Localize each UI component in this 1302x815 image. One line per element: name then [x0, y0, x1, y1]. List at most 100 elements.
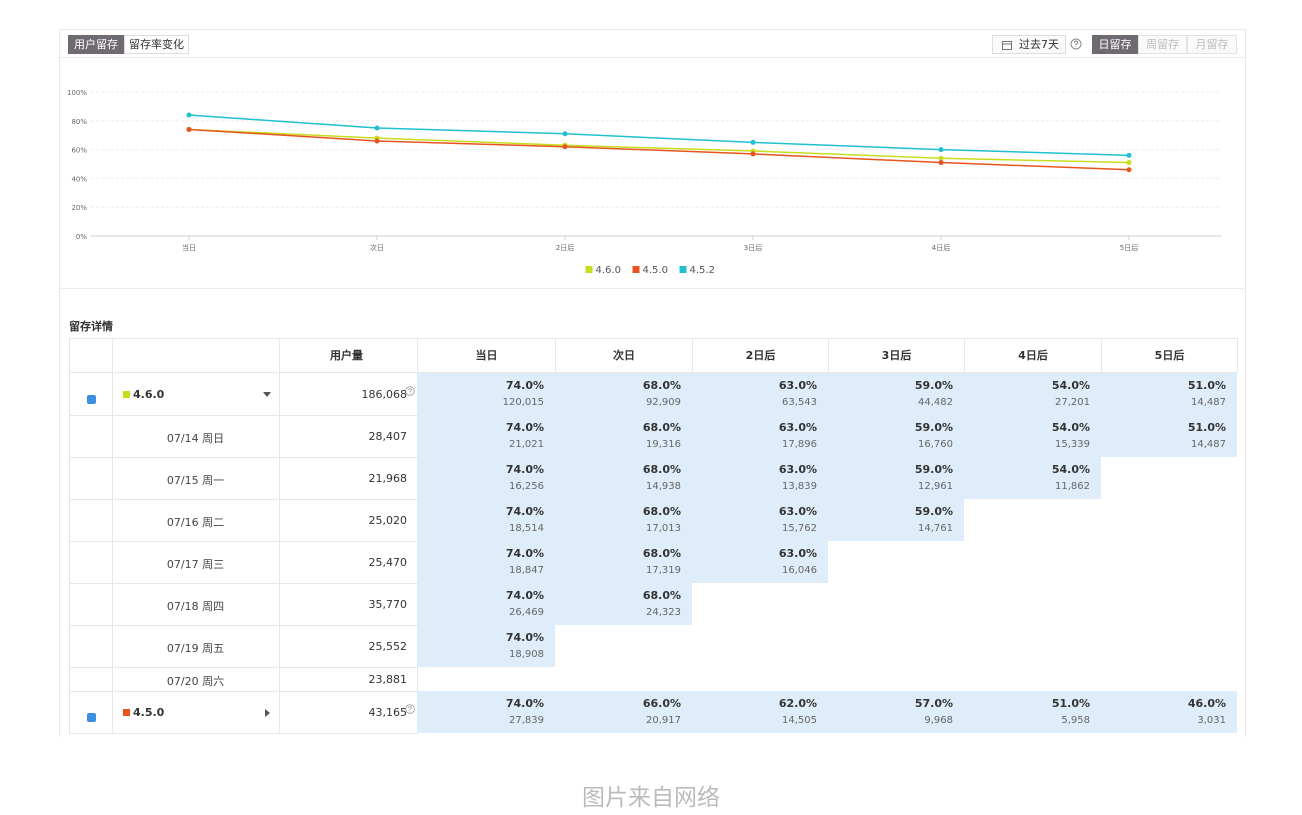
retention-count: 92,909: [646, 397, 681, 408]
table-title: 留存详情: [69, 320, 113, 333]
tab[interactable]: 用户留存: [68, 35, 124, 54]
retention-cell: 63.0% 17,896: [692, 415, 828, 457]
period-tab[interactable]: 周留存: [1138, 35, 1187, 54]
retention-count: 16,760: [918, 439, 953, 450]
series-line: [188, 128, 1130, 171]
help-circle: [405, 386, 415, 396]
retention-cell: 59.0% 44,482: [828, 373, 964, 415]
x-tick-label: 4日后: [932, 243, 950, 252]
retention-count: 16,046: [782, 565, 817, 576]
retention-rate: 74.0%: [505, 547, 544, 560]
retention-cell: 63.0% 13,839: [692, 457, 828, 499]
row-cell: [69, 625, 113, 668]
retention-cell: 54.0% 11,862: [964, 457, 1101, 499]
retention-count: 12,961: [918, 481, 953, 492]
y-tick-label: 60%: [71, 147, 87, 155]
legend-label: 4.5.2: [690, 265, 715, 276]
data-point: [938, 147, 944, 153]
legend-swatch: [585, 266, 593, 273]
date-label: 07/16 周二: [166, 515, 225, 529]
y-tick-label: 40%: [71, 175, 87, 183]
help-mark: [408, 706, 412, 712]
y-tick-label: 100%: [67, 89, 87, 97]
retention-count: 14,487: [1191, 397, 1226, 408]
date-picker[interactable]: 过去7天: [992, 35, 1066, 54]
period-tab[interactable]: 月留存: [1187, 35, 1237, 54]
calendar-body: [1002, 41, 1012, 50]
retention-cell: 51.0% 14,487: [1101, 373, 1237, 415]
header-cell: [112, 338, 280, 373]
x-tick-label: 当日: [182, 243, 196, 252]
row-cell: [69, 583, 113, 626]
retention-rate: 63.0%: [778, 421, 817, 434]
retention-count: 5,958: [1061, 715, 1090, 726]
retention-rate: 68.0%: [642, 589, 681, 602]
retention-cell: 59.0% 12,961: [828, 457, 964, 499]
retention-rate: 68.0%: [642, 379, 681, 392]
retention-cell: 54.0% 15,339: [964, 415, 1101, 457]
data-point: [938, 160, 944, 166]
date-range: 过去7天: [1019, 38, 1059, 51]
checkbox[interactable]: [87, 395, 96, 404]
checkbox[interactable]: [87, 713, 96, 722]
user-count: 21,968: [368, 471, 408, 485]
expand-arrow[interactable]: [263, 709, 271, 717]
row-cell: [279, 667, 418, 692]
data-point: [374, 125, 380, 131]
legend-label: 4.5.0: [643, 265, 668, 276]
data-point: [1126, 152, 1132, 158]
x-tick-label: 5日后: [1120, 243, 1138, 252]
retention-cell: 74.0% 18,908: [417, 625, 555, 667]
retention-rate: 54.0%: [1051, 379, 1090, 392]
help-icon[interactable]: [1070, 38, 1082, 50]
column-header: 3日后: [828, 338, 965, 373]
retention-rate: 74.0%: [505, 421, 544, 434]
row-cell: [69, 499, 113, 542]
column-header: 当日: [417, 338, 556, 373]
help-icon[interactable]: [405, 386, 415, 396]
retention-cell: 68.0% 17,319: [555, 541, 692, 583]
retention-rate: 51.0%: [1187, 421, 1226, 434]
data-point: [562, 144, 568, 150]
column-header: 2日后: [692, 338, 829, 373]
retention-count: 9,968: [924, 715, 953, 726]
retention-cell: 59.0% 14,761: [828, 499, 964, 541]
expand-arrow[interactable]: [263, 391, 271, 399]
period-tab[interactable]: 日留存: [1092, 35, 1138, 54]
user-count: 28,407: [368, 429, 408, 443]
retention-cell: 59.0% 16,760: [828, 415, 964, 457]
retention-count: 21,021: [509, 439, 544, 450]
retention-count: 17,319: [646, 565, 681, 576]
group-swatch: [123, 709, 130, 716]
row-cell: [69, 457, 113, 500]
date-label: 07/14 周日: [166, 431, 225, 445]
retention-count: 24,323: [646, 607, 681, 618]
column-header: 次日: [555, 338, 693, 373]
retention-count: 16,256: [509, 481, 544, 492]
date-label: 07/18 周四: [166, 599, 225, 613]
retention-cell: 62.0% 14,505: [692, 691, 828, 733]
tab[interactable]: 留存率变化: [124, 35, 189, 54]
data-point: [1126, 160, 1132, 166]
retention-cell: 63.0% 16,046: [692, 541, 828, 583]
retention-rate: 63.0%: [778, 547, 817, 560]
retention-count: 44,482: [918, 397, 953, 408]
series-line: [188, 114, 1130, 157]
retention-cell: 51.0% 14,487: [1101, 415, 1237, 457]
retention-cell: 68.0% 19,316: [555, 415, 692, 457]
y-tick-label: 80%: [71, 118, 87, 126]
retention-count: 27,201: [1055, 397, 1090, 408]
chart-divider: [60, 288, 1245, 289]
retention-rate: 59.0%: [914, 379, 953, 392]
data-point: [750, 139, 756, 145]
retention-rate: 74.0%: [505, 379, 544, 392]
retention-rate: 59.0%: [914, 505, 953, 518]
user-count: 186,068: [361, 387, 408, 401]
group-swatch: [123, 391, 130, 398]
retention-rate: 68.0%: [642, 505, 681, 518]
help-mark: [408, 388, 412, 394]
date-label: 07/19 周五: [166, 641, 225, 655]
help-icon[interactable]: [405, 704, 415, 714]
retention-count: 11,862: [1055, 481, 1090, 492]
date-label: 07/17 周三: [166, 557, 225, 571]
